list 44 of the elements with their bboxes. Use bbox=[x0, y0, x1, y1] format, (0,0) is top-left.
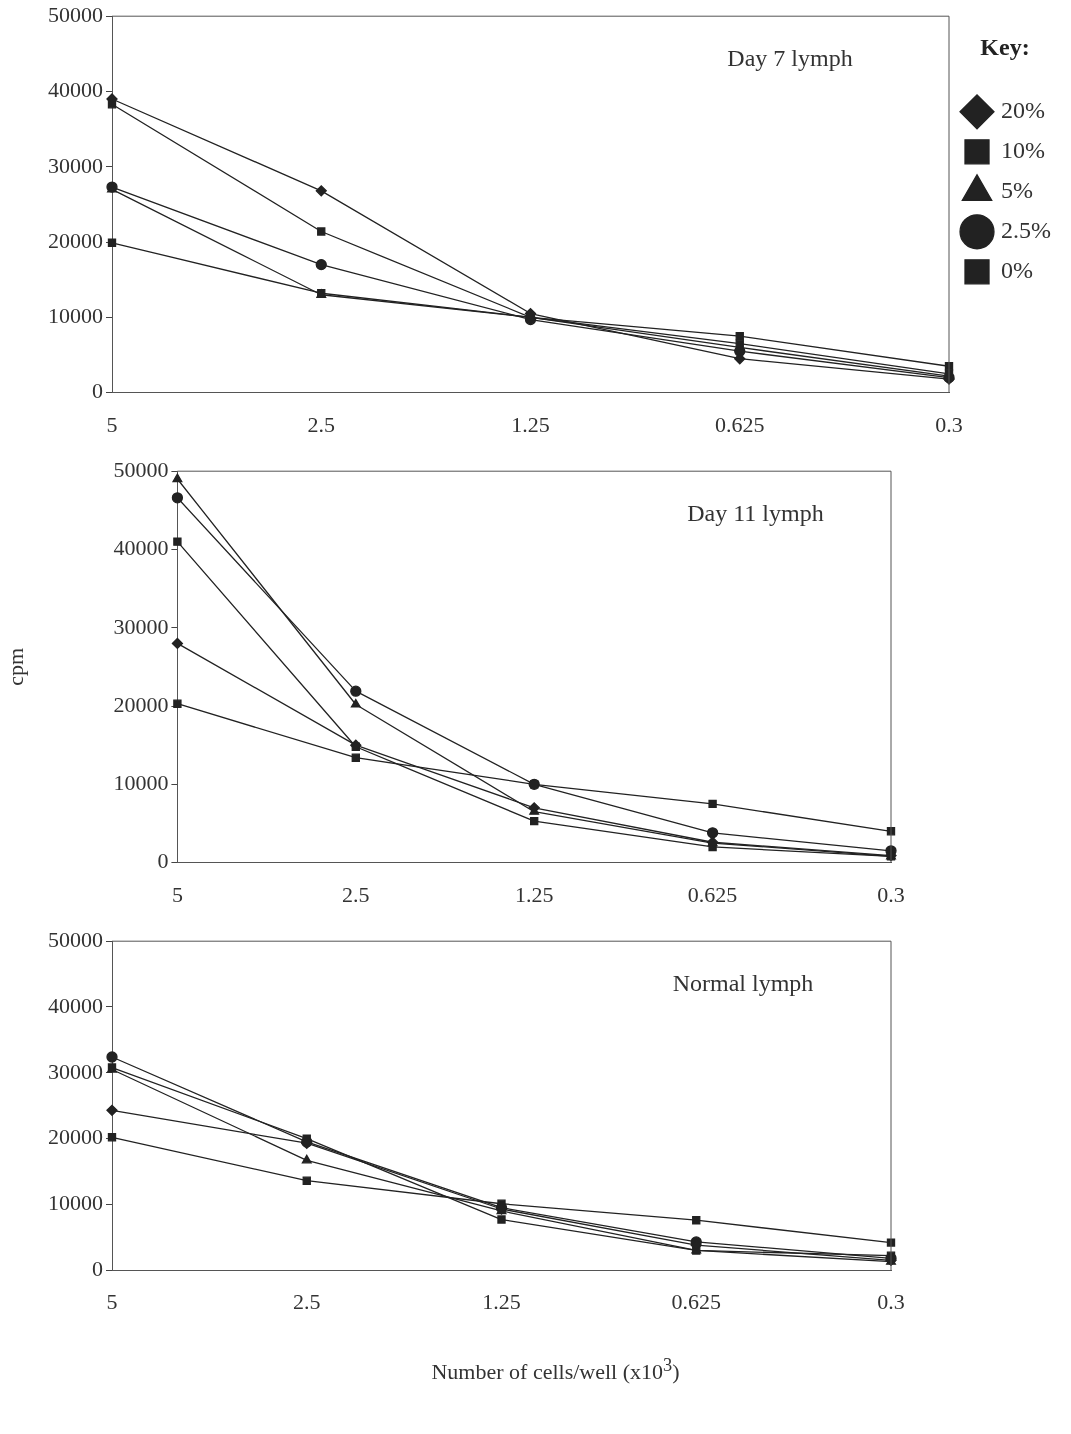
y-tick-label: 0 bbox=[157, 848, 169, 874]
x-tick-label: 5 bbox=[106, 1289, 118, 1315]
y-tick-label: 10000 bbox=[113, 770, 169, 796]
y-tick-label: 10000 bbox=[48, 1190, 103, 1216]
x-tick-label: 5 bbox=[171, 881, 183, 907]
y-tick-label: 30000 bbox=[48, 1058, 103, 1084]
x-tick-label: 0.625 bbox=[715, 411, 765, 437]
y-tick-label: 50000 bbox=[113, 456, 169, 482]
legend-label: 2.5% bbox=[1001, 217, 1052, 244]
y-tick-label: 0 bbox=[92, 378, 103, 404]
x-tick-label: 1.25 bbox=[511, 411, 550, 437]
y-tick-label: 20000 bbox=[48, 1124, 103, 1150]
y-tick-label: 40000 bbox=[48, 992, 103, 1018]
y-tick-label: 30000 bbox=[48, 152, 103, 178]
x-tick-label: 2.5 bbox=[307, 411, 335, 437]
y-tick-label: 20000 bbox=[113, 691, 169, 717]
legend-label: 5% bbox=[1001, 177, 1034, 204]
x-axis-title: Number of cells/well (x10$^{3}$) bbox=[430, 1355, 681, 1386]
x-tick-label: 2.5 bbox=[342, 881, 370, 907]
y-tick-label: 20000 bbox=[48, 227, 103, 253]
x-tick-label: 5 bbox=[106, 411, 118, 437]
y-tick-label: 0 bbox=[92, 1255, 103, 1281]
x-tick-label: 0.625 bbox=[687, 881, 738, 907]
legend-title: Key: bbox=[980, 34, 1030, 61]
x-tick-label: 1.25 bbox=[482, 1289, 521, 1315]
legend-label: 0% bbox=[1001, 257, 1034, 284]
x-tick-label: 0.625 bbox=[671, 1289, 721, 1315]
y-axis-title: cpm bbox=[2, 647, 28, 686]
x-tick-label: 0.3 bbox=[935, 411, 963, 437]
text: Normal lymph bbox=[672, 970, 814, 997]
x-tick-label: 0.3 bbox=[877, 1289, 905, 1315]
x-tick-label: 1.25 bbox=[514, 881, 554, 907]
y-tick-label: 10000 bbox=[48, 303, 103, 329]
y-tick-label: 50000 bbox=[48, 1, 103, 27]
x-tick-label: 2.5 bbox=[293, 1289, 321, 1315]
text: Day 7 lymph bbox=[727, 45, 853, 72]
text: Day 11 lymph bbox=[687, 500, 824, 527]
legend-label: 10% bbox=[1001, 137, 1046, 164]
legend-label: 20% bbox=[1001, 97, 1046, 124]
y-tick-label: 40000 bbox=[48, 77, 103, 103]
y-tick-label: 30000 bbox=[113, 613, 169, 639]
y-tick-label: 40000 bbox=[113, 535, 169, 561]
x-tick-label: 0.3 bbox=[877, 881, 905, 907]
y-tick-label: 50000 bbox=[48, 926, 103, 952]
